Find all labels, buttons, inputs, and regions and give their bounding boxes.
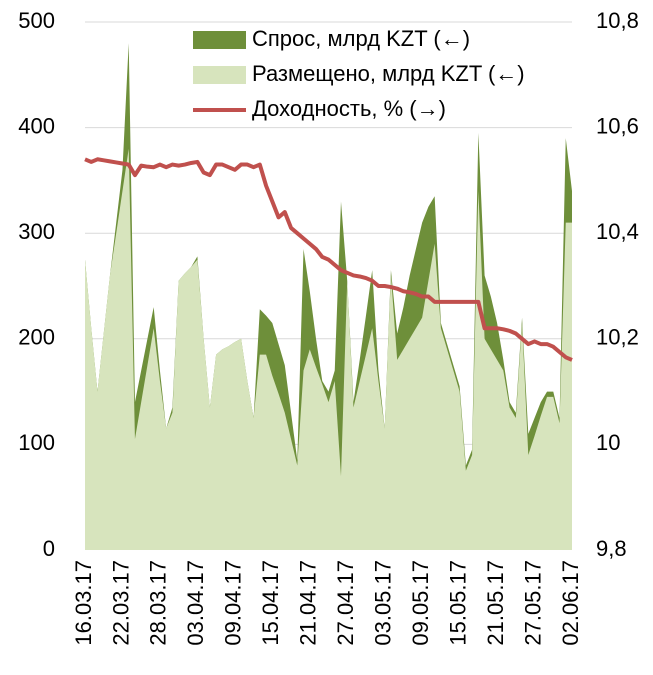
x-tick-label: 02.06.17 [558, 560, 583, 646]
y2-tick-label: 9,8 [596, 536, 627, 561]
x-tick-label: 27.05.17 [520, 560, 545, 646]
x-tick-label: 22.03.17 [108, 560, 133, 646]
y2-tick-label: 10,8 [596, 8, 639, 33]
y2-tick-label: 10 [596, 430, 620, 455]
y-tick-label: 500 [18, 8, 55, 33]
x-tick-label: 09.04.17 [221, 560, 246, 646]
x-tick-label: 03.05.17 [371, 560, 396, 646]
legend-label: Доходность, % (→) [252, 96, 446, 121]
x-tick-label: 15.05.17 [445, 560, 470, 646]
y-tick-label: 200 [18, 325, 55, 350]
y-tick-label: 100 [18, 430, 55, 455]
x-tick-label: 27.04.17 [333, 560, 358, 646]
area [85, 148, 572, 550]
y2-tick-label: 10,2 [596, 325, 639, 350]
y-tick-label: 0 [43, 536, 55, 561]
x-tick-label: 21.05.17 [483, 560, 508, 646]
x-tick-label: 09.05.17 [408, 560, 433, 646]
x-tick-label: 15.04.17 [258, 560, 283, 646]
line [84, 157, 573, 362]
x-tick-label: 21.04.17 [296, 560, 321, 646]
y-tick-label: 300 [18, 219, 55, 244]
y-tick-label: 400 [18, 113, 55, 138]
legend-label: Размещено, млрд KZT (←) [252, 61, 525, 86]
x-tick-label: 16.03.17 [71, 560, 96, 646]
legend-swatch [193, 31, 246, 49]
y2-tick-label: 10,4 [596, 219, 639, 244]
legend-swatch [193, 66, 246, 84]
legend-label: Спрос, млрд KZT (←) [252, 26, 470, 51]
x-tick-label: 28.03.17 [146, 560, 171, 646]
x-tick-label: 03.04.17 [183, 560, 208, 646]
y2-tick-label: 10,6 [596, 113, 639, 138]
